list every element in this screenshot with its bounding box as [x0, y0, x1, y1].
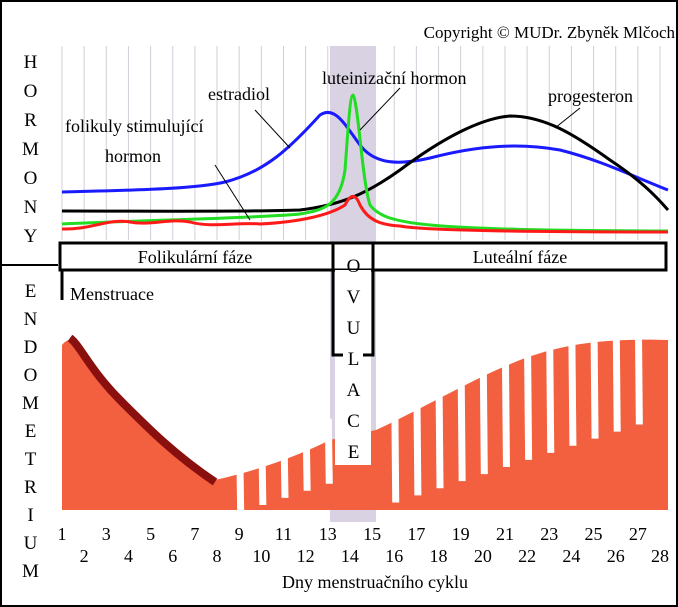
day-label: 10: [252, 546, 270, 566]
day-label: 25: [585, 524, 603, 544]
glands: [236, 319, 643, 513]
day-label: 27: [629, 524, 647, 544]
phase-bar: [58, 241, 668, 272]
day-label: 6: [168, 546, 177, 566]
hormone-label: progesteron: [548, 86, 633, 106]
x-axis-title: Dny menstruačního cyklu: [282, 572, 468, 592]
day-label: 21: [496, 524, 514, 544]
day-labels: 1234567891011121314151617181920212223242…: [58, 524, 670, 566]
day-label: 14: [341, 546, 359, 566]
gland: [479, 369, 488, 475]
day-label: 12: [297, 546, 315, 566]
day-label: 16: [385, 546, 403, 566]
day-label: 19: [452, 524, 470, 544]
lh-curve: [61, 93, 669, 233]
day-label: 17: [407, 524, 425, 544]
day-label: 22: [518, 546, 536, 566]
gland: [501, 362, 510, 468]
day-label: 13: [319, 524, 337, 544]
day-label: 23: [540, 524, 558, 544]
day-label: 1: [58, 524, 67, 544]
progesteron-curve: [61, 114, 670, 213]
day-label: 3: [102, 524, 111, 544]
leader: [554, 107, 581, 129]
gland: [413, 390, 422, 496]
gland: [236, 447, 245, 513]
day-label: 20: [474, 546, 492, 566]
phase-label: Luteální fáze: [473, 247, 567, 267]
ovulation-label: OVULACE: [343, 256, 364, 473]
day-label: 8: [213, 546, 222, 566]
gland: [457, 376, 466, 482]
ovulation-column: [335, 270, 371, 465]
hormone-label: folikuly stimulující: [65, 116, 204, 136]
day-label: 15: [363, 524, 381, 544]
day-label: 2: [80, 546, 89, 566]
phase-label: Menstruace: [70, 284, 154, 304]
gland: [324, 418, 333, 484]
fsh-curve: [61, 194, 669, 234]
gland: [634, 319, 643, 425]
gland: [435, 383, 444, 489]
day-label: 18: [430, 546, 448, 566]
gland: [391, 397, 400, 503]
day-label: 5: [146, 524, 155, 544]
leader: [214, 164, 251, 221]
gland: [258, 439, 267, 505]
copyright: Copyright © MUDr. Zbyněk Mlčoch: [424, 23, 676, 42]
side-label: HORMONY: [20, 52, 41, 255]
day-label: 9: [235, 524, 244, 544]
day-label: 28: [651, 546, 669, 566]
leader: [254, 109, 291, 149]
hormone-label: hormon: [105, 146, 161, 166]
gland: [568, 340, 577, 446]
ovulation-box: [331, 243, 375, 357]
day-label: 26: [607, 546, 625, 566]
leader: [359, 87, 401, 131]
endometrium: [62, 339, 668, 510]
gland: [524, 354, 533, 460]
gland: [612, 326, 621, 432]
gland: [590, 333, 599, 439]
day-label: 11: [275, 524, 292, 544]
gland: [280, 432, 289, 498]
side-label: ENDOMETRIUM: [20, 281, 41, 589]
day-label: 24: [562, 546, 580, 566]
gland: [546, 347, 555, 453]
phase-label: Folikulární fáze: [138, 247, 252, 267]
day-label: 4: [124, 546, 133, 566]
endometrium-shed: [67, 334, 218, 486]
hormone-label: estradiol: [208, 84, 270, 104]
day-label: 7: [190, 524, 199, 544]
gland: [302, 425, 311, 491]
hormone-label: luteinizační hormon: [322, 68, 466, 88]
